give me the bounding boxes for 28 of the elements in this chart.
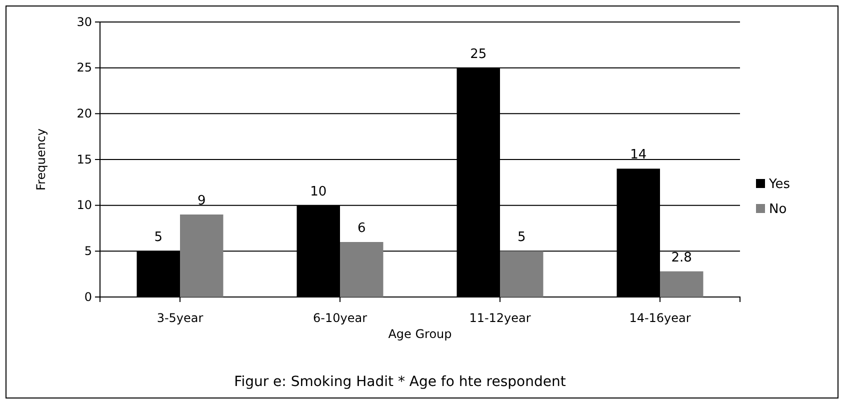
- x-axis-title: Age Group: [388, 327, 452, 341]
- data-label: 25: [470, 46, 487, 62]
- text: Figur e: Smoking Hadit * Age fo hte respondent: [234, 374, 566, 390]
- data-label: 10: [310, 184, 327, 200]
- y-tick-label: 15: [76, 152, 92, 166]
- x-tick-label: 14-16year: [629, 310, 691, 325]
- data-label: 9: [197, 194, 206, 208]
- legend-label: Yes: [768, 177, 790, 192]
- bar: [660, 271, 704, 297]
- y-tick-label: 25: [76, 60, 92, 75]
- bar: [500, 251, 544, 297]
- bar: [340, 242, 384, 297]
- y-tick-label: 10: [76, 198, 92, 212]
- y-tick-label: 20: [76, 106, 92, 121]
- data-label: 6: [357, 221, 366, 236]
- x-tick-label: 11-12year: [469, 310, 531, 325]
- y-tick-label: 30: [76, 14, 92, 29]
- data-label: 14: [630, 148, 647, 163]
- data-label: 5: [154, 230, 163, 246]
- x-tick-label: 3-5year: [156, 310, 204, 325]
- legend-label: No: [769, 202, 787, 217]
- y-tick-label: 5: [84, 244, 92, 258]
- y-tick-label: 0: [84, 290, 92, 304]
- bar: [180, 214, 224, 297]
- data-label: 5: [517, 230, 526, 246]
- x-tick-label: 6-10year: [312, 310, 368, 325]
- y-axis-title: Frequency: [34, 128, 48, 190]
- data-label: 2.8: [671, 250, 692, 266]
